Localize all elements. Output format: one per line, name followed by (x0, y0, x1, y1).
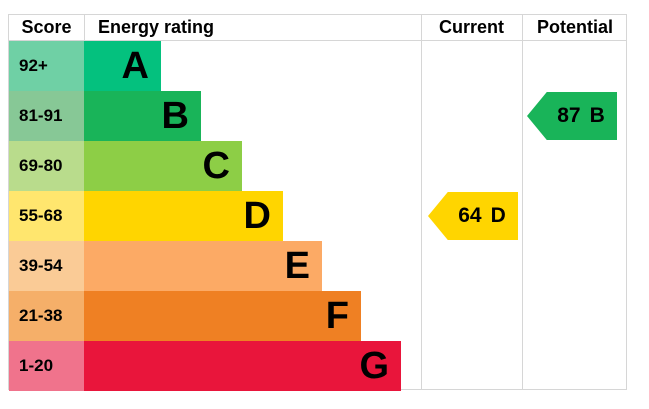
rating-letter: F (325, 295, 349, 337)
score-range: 55-68 (9, 191, 84, 241)
band-row-b: 81-91 B (9, 91, 626, 141)
band-row-c: 69-80 C (9, 141, 626, 191)
current-rating-arrow: 64 D (428, 192, 518, 240)
score-range: 69-80 (9, 141, 84, 191)
potential-rating-arrow: 87 B (527, 92, 617, 140)
rating-letter: D (243, 195, 271, 237)
score-range: 1-20 (9, 341, 84, 391)
header-score: Score (21, 17, 72, 37)
rating-letter: C (202, 145, 230, 187)
band-row-g: 1-20 G (9, 341, 626, 391)
grid-line-current (421, 15, 422, 389)
rating-bar: A (84, 41, 161, 91)
header-energy-rating: Energy rating (98, 17, 215, 37)
rating-bar: E (84, 241, 322, 291)
rating-letter: G (359, 345, 389, 387)
band-row-e: 39-54 E (9, 241, 626, 291)
current-rating-letter: D (490, 204, 506, 227)
header-row: Score Energy rating Current Potential (9, 15, 626, 41)
rating-bar: C (84, 141, 242, 191)
rating-letter: A (121, 45, 149, 87)
band-row-a: 92+ A (9, 41, 626, 91)
header-current: Current (438, 17, 504, 37)
potential-rating-letter: B (589, 104, 605, 127)
rating-letter: E (284, 245, 310, 287)
header-potential: Potential (536, 17, 613, 37)
grid-line-score-energy (84, 15, 85, 41)
rating-bar: B (84, 91, 201, 141)
score-range: 39-54 (9, 241, 84, 291)
rating-bar: F (84, 291, 361, 341)
score-range: 21-38 (9, 291, 84, 341)
grid-line-potential (522, 15, 523, 389)
rating-bar: G (84, 341, 401, 391)
band-rows: 92+ A 81-91 B 69-80 C 55-68 D 39-54 E 21… (9, 41, 626, 391)
current-score: 64 (458, 204, 482, 227)
score-range: 92+ (9, 41, 84, 91)
rating-letter: B (161, 95, 189, 137)
band-row-d: 55-68 D (9, 191, 626, 241)
band-row-f: 21-38 F (9, 291, 626, 341)
potential-score: 87 (557, 104, 581, 127)
score-range: 81-91 (9, 91, 84, 141)
rating-bar: D (84, 191, 283, 241)
epc-table-frame: Score Energy rating Current Potential 92… (8, 14, 627, 391)
